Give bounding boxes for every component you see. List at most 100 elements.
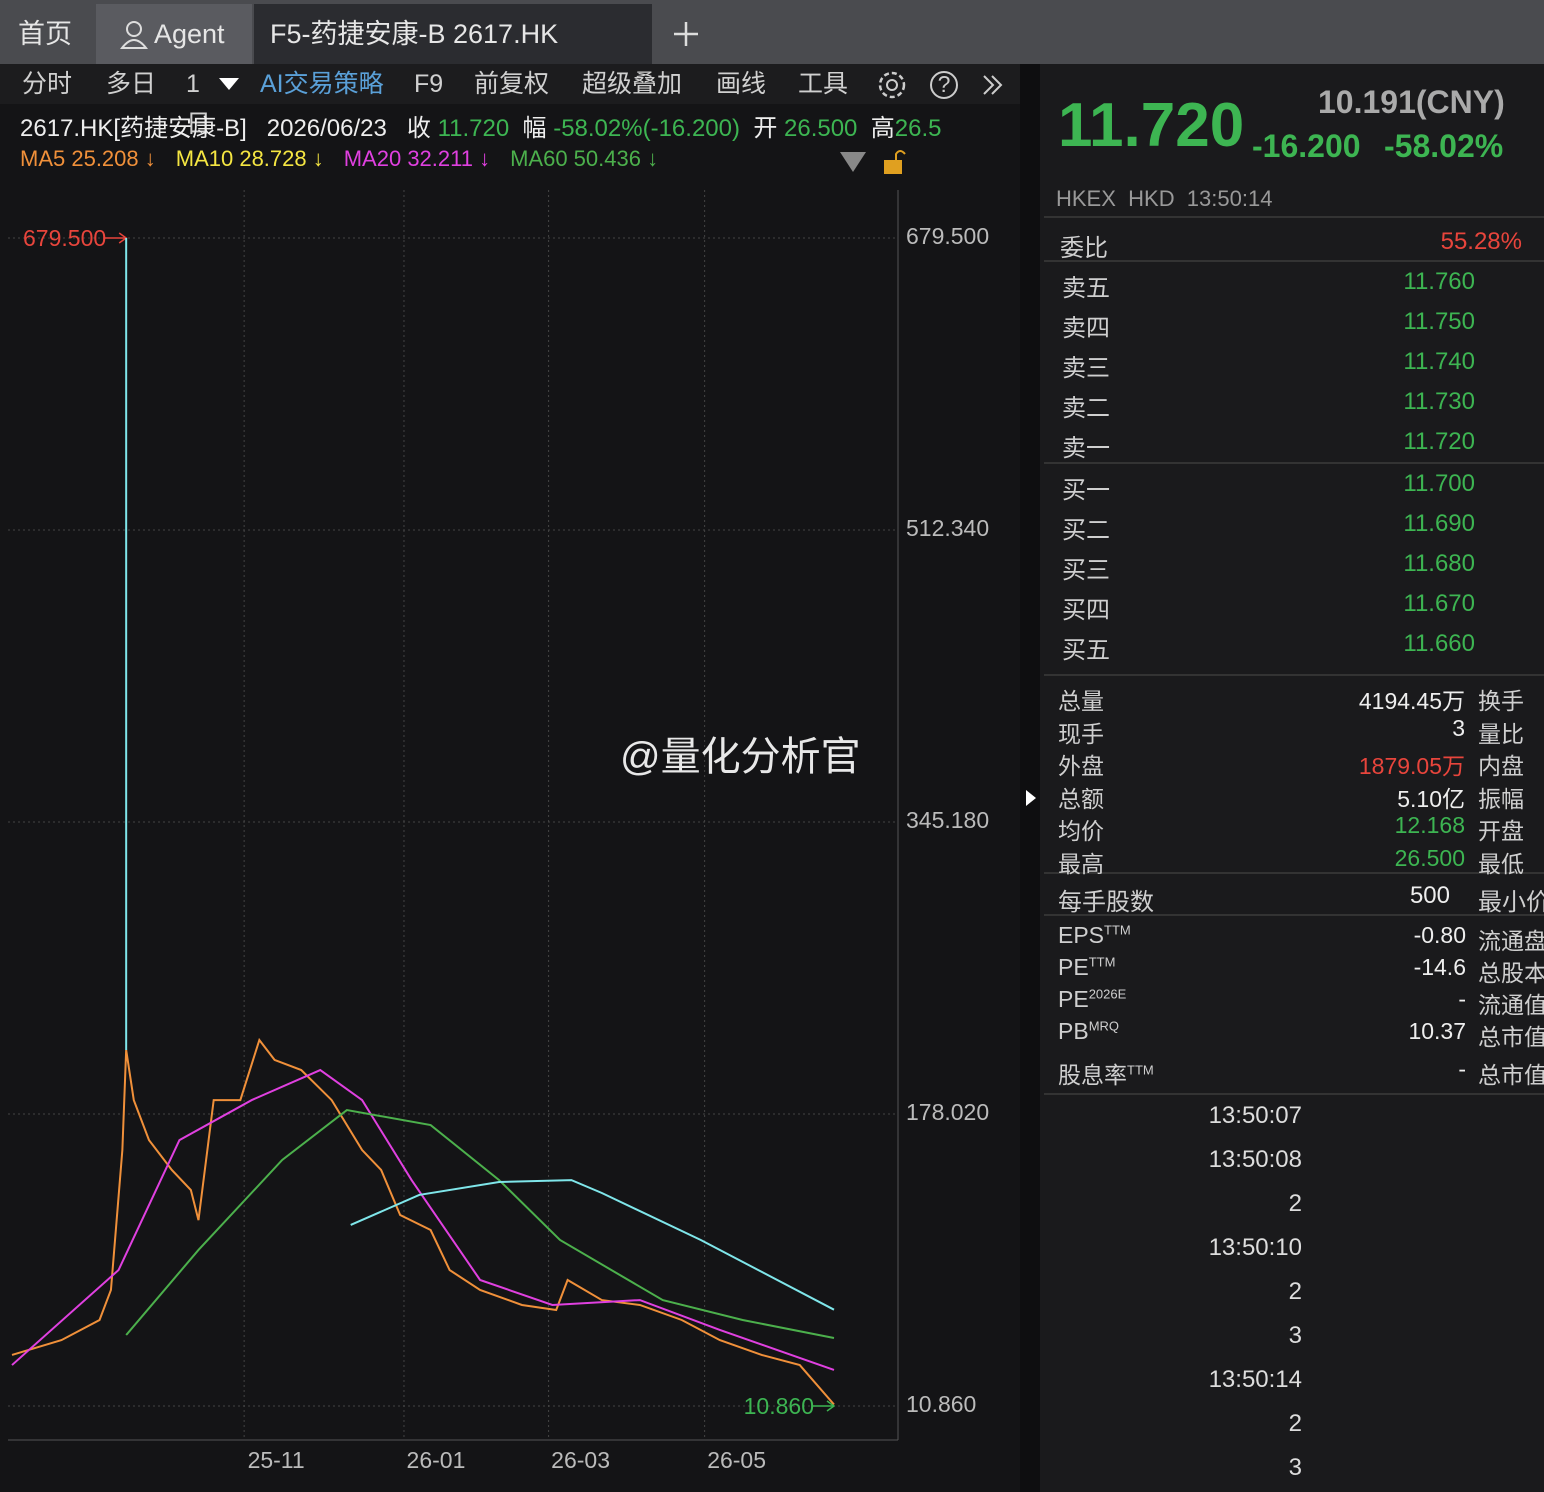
tool-button[interactable]: 前复权 <box>474 70 550 98</box>
stat-value: 5.10亿 <box>1397 785 1465 812</box>
book-label: 买一 <box>1062 477 1110 504</box>
trade-row: 2 <box>1288 1190 1302 1217</box>
book-price: 11.670 <box>1403 590 1475 617</box>
book-price: 11.680 <box>1403 550 1475 577</box>
y-tick-label: 345.180 <box>906 807 989 833</box>
trade-row: 13:50:08 <box>1208 1146 1302 1173</box>
tool-button[interactable]: 工具 <box>798 70 849 98</box>
price-line <box>350 1179 835 1311</box>
annotation-label: 10.860 <box>744 1393 814 1419</box>
fund-name: PE <box>1058 986 1089 1012</box>
lot-label: 每手股数 <box>1058 889 1154 916</box>
fund-value: 10.37 <box>1408 1018 1466 1044</box>
book-label: 卖三 <box>1062 355 1110 382</box>
fund-label: PETTM <box>1058 954 1115 981</box>
label: 开 <box>753 115 778 142</box>
price-line <box>125 1108 835 1339</box>
value: -58.02%(-16.200) <box>553 115 740 142</box>
fund-value: -14.6 <box>1413 954 1466 980</box>
book-price: 11.660 <box>1403 630 1475 657</box>
tool-button[interactable]: 1日 <box>186 70 210 138</box>
tool-button[interactable]: 多日 <box>106 70 157 98</box>
stat-right: 量比 <box>1478 720 1524 747</box>
ma-legend: MA5 25.208 ↓ MA10 28.728 ↓ MA20 32.211 ↓ MA… <box>20 146 840 172</box>
stat-right: 振幅 <box>1478 785 1524 812</box>
add-tab[interactable] <box>672 20 700 48</box>
stat-label: 总额 <box>1058 785 1104 812</box>
stat-label: 均价 <box>1058 818 1104 844</box>
stat-label: 总量 <box>1058 688 1104 714</box>
tool-button[interactable]: 分时 <box>22 70 73 98</box>
book-label: 买五 <box>1062 637 1110 664</box>
stat-right: 换手 <box>1478 688 1524 714</box>
stat-right: 开盘 <box>1478 818 1524 844</box>
chart-icons[interactable] <box>838 150 918 180</box>
y-tick-label: 178.020 <box>906 1099 989 1125</box>
price: 11.720 <box>1058 91 1245 160</box>
quote-panel <box>1040 64 1544 1492</box>
info-bar: 2617.HK[药捷安康-B] 2026/06/23 收 11.720 幅 -5… <box>20 108 941 143</box>
fund-right: 流通值 <box>1478 992 1544 1018</box>
fund-name: PB <box>1058 1018 1089 1044</box>
fund-label: EPSTTM <box>1058 922 1131 949</box>
annotation-label: 679.500 <box>23 225 106 251</box>
fund-label: 股息率TTM <box>1058 1056 1154 1090</box>
separator <box>1044 674 1544 676</box>
separator <box>1044 260 1544 262</box>
fund-name: 股息率 <box>1058 1062 1127 1088</box>
tab[interactable]: 首页 <box>18 19 72 49</box>
chart: 10.860 178.020 345.180 512.340 679.500 25-11 2… <box>8 190 989 1473</box>
separator <box>1044 1093 1544 1095</box>
legend-entry: MA5 25.208 ↓ <box>20 146 156 171</box>
tool-icons[interactable]: ? <box>876 68 1006 102</box>
stat-value: 1879.05万 <box>1358 753 1465 779</box>
x-tick-label: 25-11 <box>248 1447 305 1473</box>
divider <box>1020 64 1040 1492</box>
book-price: 11.730 <box>1403 388 1475 415</box>
stat-value: 26.500 <box>1394 844 1465 871</box>
separator <box>1044 872 1544 874</box>
trade-row: 3 <box>1288 1454 1302 1481</box>
user-icon <box>120 21 148 49</box>
trade-row: 3 <box>1288 1322 1302 1349</box>
label: 高 <box>870 115 895 142</box>
book-price: 11.720 <box>1403 428 1475 455</box>
tab-bar: 首页 Agent F5-药捷安康-B 2617.HK <box>0 0 1544 64</box>
fund-right: 流通盘 <box>1478 928 1544 954</box>
book-label: 卖四 <box>1062 315 1110 342</box>
toolbar: 分时 多日 1日 AI交易策略 F9 前复权 超级叠加 画线 工具 ? <box>0 64 1020 138</box>
trade-row: 13:50:14 <box>1208 1366 1302 1393</box>
y-tick-label: 679.500 <box>906 223 989 249</box>
separator <box>1044 914 1544 916</box>
fund-value: - <box>1458 986 1466 1012</box>
legend-entry: MA20 32.211 ↓ <box>343 146 491 171</box>
tool-button[interactable]: 画线 <box>716 70 767 98</box>
arrow-head <box>826 1400 836 1412</box>
meta: HKEX HKD 13:50:14 <box>1056 186 1273 211</box>
fund-sup: TTM <box>1127 1062 1154 1078</box>
svg-text:?: ? <box>938 71 951 97</box>
tab[interactable]: Agent <box>96 4 252 64</box>
price-line <box>11 1037 835 1406</box>
y-tick-label: 10.860 <box>906 1391 976 1417</box>
book-label: 买四 <box>1062 597 1110 624</box>
stat-label: 现手 <box>1058 720 1104 747</box>
price-line <box>11 1068 835 1371</box>
percent: -58.02% <box>1384 128 1504 164</box>
collapse-arrow[interactable] <box>1024 788 1038 808</box>
value: 11.720 <box>437 115 510 142</box>
book-label: 卖五 <box>1062 275 1110 302</box>
fund-sup: TTM <box>1104 922 1131 938</box>
legend-entry: MA10 28.728 ↓ <box>175 146 324 171</box>
tool-button[interactable]: AI交易策略 <box>260 70 384 98</box>
fund-right: 总市值 <box>1478 1024 1544 1050</box>
fund-sup: 2026E <box>1088 986 1127 1002</box>
stat-label: 外盘 <box>1058 753 1104 779</box>
tool-button[interactable]: F9 <box>414 70 444 98</box>
fund-name: PE <box>1058 954 1089 980</box>
dropdown[interactable] <box>218 76 240 92</box>
tab[interactable]: F5-药捷安康-B 2617.HK <box>254 4 652 64</box>
separator <box>1044 216 1544 218</box>
tool-button[interactable]: 超级叠加 <box>582 70 683 98</box>
